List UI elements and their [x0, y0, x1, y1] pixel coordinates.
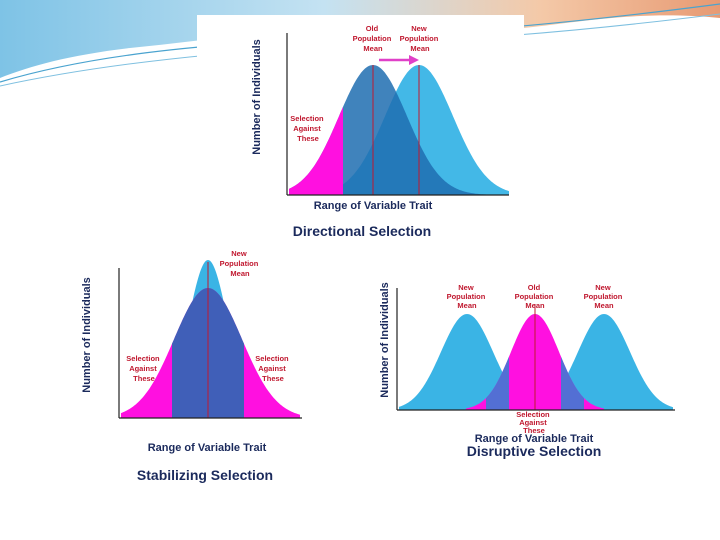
y-axis-label: Number of Individuals [251, 39, 263, 155]
x-axis-label: Range of Variable Trait [314, 200, 433, 212]
old-mean-label: Old Population Mean [353, 24, 394, 53]
panel-title: Disruptive Selection [467, 443, 602, 459]
selection-against-left-label: Selection Against These [126, 354, 161, 383]
directional-curves [289, 65, 509, 195]
y-axis-label: Number of Individuals [379, 282, 391, 398]
panel-title: Directional Selection [293, 223, 431, 239]
disruptive-curves [399, 314, 673, 410]
directional-selection-panel: Old Population Mean New Population Mean … [197, 15, 524, 247]
x-axis-label: Range of Variable Trait [475, 433, 594, 445]
old-mean-label: Old Population Mean [515, 283, 556, 310]
selection-against-label: Selection Against These [290, 114, 325, 143]
selection-against-right-label: Selection Against These [255, 354, 290, 383]
new-mean-label: New Population Mean [400, 24, 441, 53]
new-mean-left-label: New Population Mean [447, 283, 488, 310]
disruptive-selection-panel: New Population Mean Old Population Mean … [366, 278, 686, 468]
x-axis-label: Range of Variable Trait [148, 442, 267, 454]
new-mean-label: New Population Mean [220, 250, 261, 278]
stabilizing-selection-panel: New Population Mean Selection Against Th… [24, 250, 364, 492]
stabilizing-curves [121, 260, 300, 418]
y-axis-label: Number of Individuals [81, 277, 93, 393]
selection-against-label: Selection Against These [516, 410, 551, 435]
new-mean-right-label: New Population Mean [584, 283, 625, 310]
panel-title: Stabilizing Selection [137, 467, 273, 483]
mean-shift-arrow [379, 55, 419, 65]
